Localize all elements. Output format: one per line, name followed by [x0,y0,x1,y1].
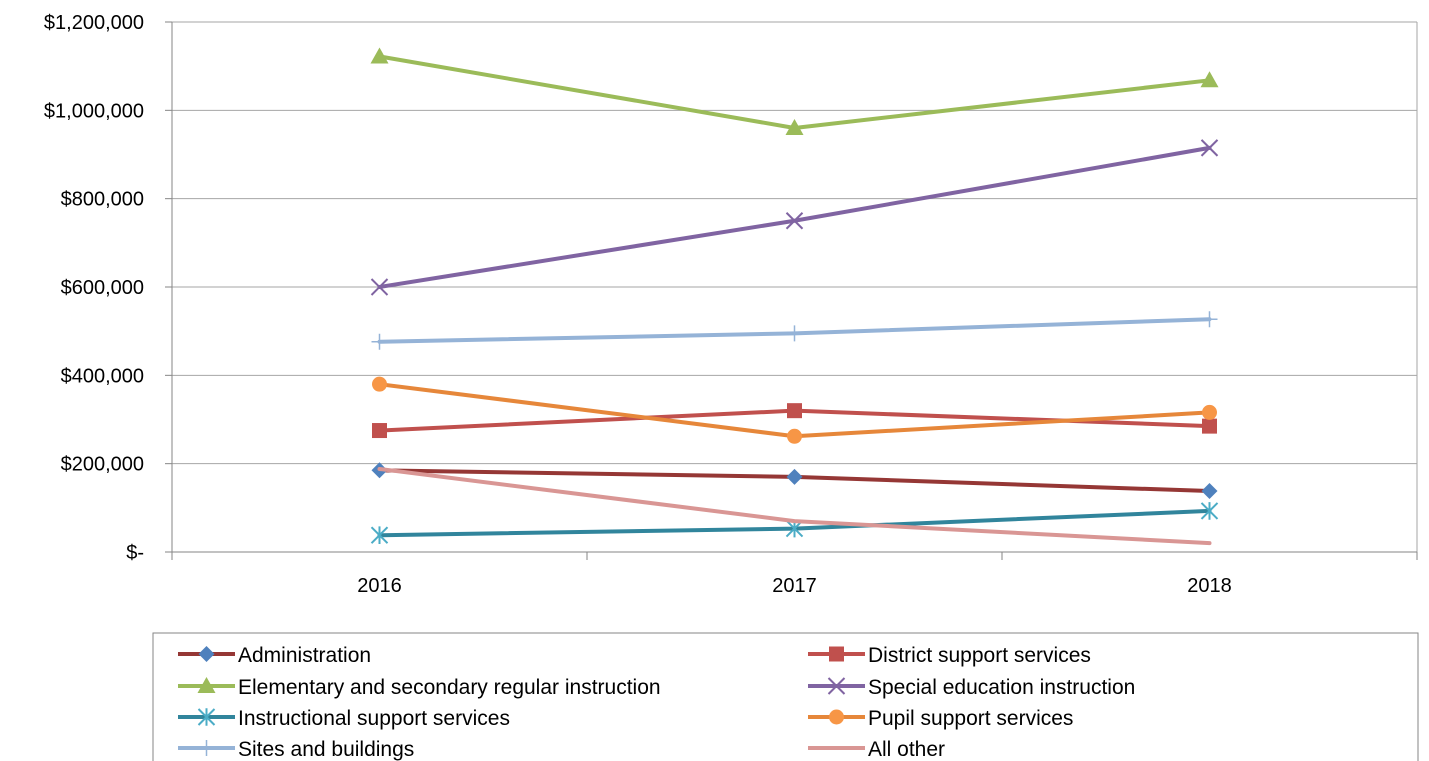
legend-box [152,632,1419,761]
legend-item: Sites and buildings [178,738,414,761]
data-point [1201,483,1218,500]
data-point [371,333,388,350]
legend-marker [198,646,215,662]
series-layer [370,47,1219,546]
data-point [1201,311,1218,328]
series-elementary-and-secondary-regular-instruction [370,47,1219,135]
series-administration [371,462,1218,500]
axes [165,21,1418,560]
data-point [372,423,387,439]
x-tick-label: 2018 [1187,575,1232,597]
x-tick-label: 2016 [357,575,402,597]
legend-item: Elementary and secondary regular instruc… [178,676,661,699]
data-point [786,468,803,485]
data-point [370,47,389,64]
legend-label: All other [868,738,945,761]
data-point [787,403,802,419]
y-tick-label: $600,000 [61,277,144,299]
legend-item: Pupil support services [808,707,1073,730]
legend-label: Instructional support services [238,707,510,730]
legend-marker [197,708,216,726]
series-sites-and-buildings [371,311,1218,350]
data-point [1200,502,1219,520]
y-tick-label: $1,000,000 [44,100,144,122]
legend-label: Administration [238,644,371,667]
tick-labels: $- $200,000 $400,000 $600,000 $800,000 $1,000… [44,12,1232,597]
data-point [785,212,804,230]
x-tick-label: 2017 [772,575,817,597]
series-special-education-instruction [370,139,1219,296]
data-point [1200,71,1219,88]
data-point [786,325,803,342]
legend-label: Special education instruction [868,676,1135,699]
legend-label: Sites and buildings [238,738,414,761]
legend-item: Special education instruction [808,676,1135,699]
data-point [372,376,387,392]
data-point [787,428,802,444]
data-point [1202,404,1217,420]
series-line [377,466,1212,546]
legend-marker [829,709,844,725]
legend-label: Pupil support services [868,707,1073,730]
y-tick-label: $- [126,542,144,564]
legend-item: District support services [808,644,1091,667]
y-tick-label: $200,000 [61,454,144,476]
legend-label: Elementary and secondary regular instruc… [238,676,661,699]
legend-marker [197,677,216,693]
legend-marker [829,646,844,662]
data-point [1202,418,1217,434]
legend-item: Instructional support services [178,707,510,730]
y-tick-label: $1,200,000 [44,12,144,34]
legend: Administration District support services E… [152,632,1419,761]
legend-item: All other [808,738,945,761]
y-tick-label: $800,000 [61,189,144,211]
series-line [377,145,1212,289]
series-line [377,54,1212,130]
data-point [370,278,389,296]
legend-marker [198,740,215,756]
data-point [1200,139,1219,157]
series-all-other [377,466,1212,546]
y-tick-label: $400,000 [61,365,144,387]
data-point [785,119,804,135]
legend-label: District support services [868,644,1091,667]
legend-item: Administration [178,644,371,667]
legend-marker [827,677,846,695]
series-pupil-support-services [372,376,1217,444]
data-point [370,526,389,545]
